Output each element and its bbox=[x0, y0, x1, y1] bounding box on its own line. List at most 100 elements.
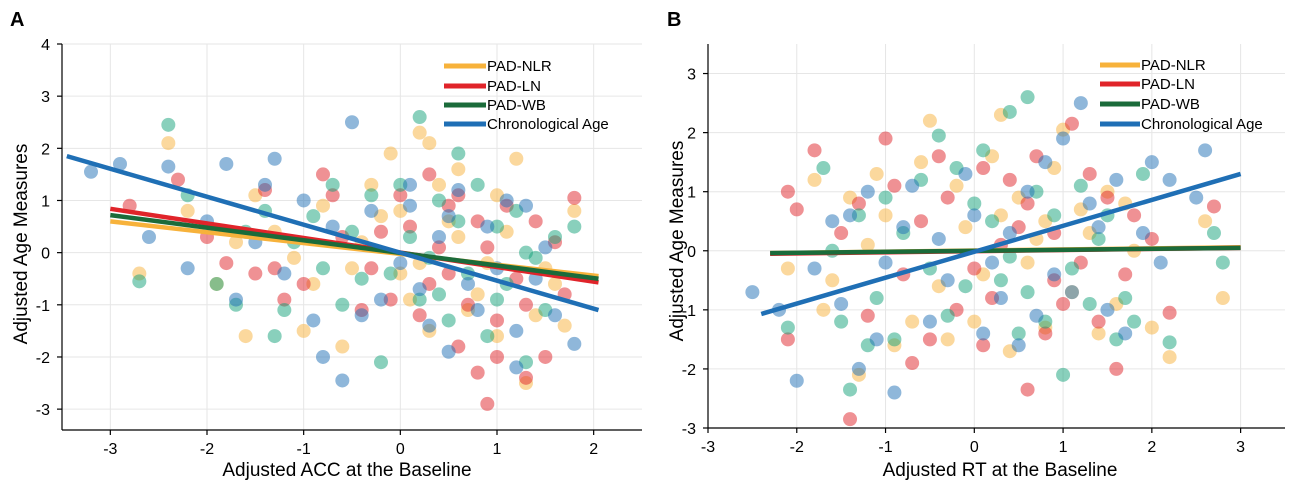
panel-b-point-chronological-age-28 bbox=[834, 296, 849, 311]
panel-b-point-pad-nlr-17 bbox=[1198, 214, 1213, 229]
panel-a-point-pad-ln-30 bbox=[403, 219, 417, 234]
panel-a-point-chronological-age-17 bbox=[461, 276, 475, 291]
panel-a: A -3 -2 -1 0 1 2 -3 -2 -1 0 1 2 3 4 Adjusted ACC at t… bbox=[10, 9, 642, 481]
panel-b-point-pad-ln-24 bbox=[1002, 172, 1017, 187]
panel-a-point-pad-wb-6 bbox=[412, 110, 427, 125]
panel-b-fit-line-chronological-age bbox=[760, 171, 1242, 317]
panel-a-legend: PAD-NLR PAD-LN PAD-WB Chronological Age bbox=[444, 58, 609, 133]
panel-b-point-pad-wb-24 bbox=[1011, 326, 1026, 341]
panel-b-y-tick-label-6: 3 bbox=[687, 67, 696, 84]
panel-a-point-pad-nlr-2 bbox=[238, 329, 253, 344]
panel-a-point-chronological-age-14 bbox=[364, 203, 379, 218]
panel-b-point-pad-wb-23 bbox=[958, 279, 973, 294]
panel-a-point-chronological-age-1 bbox=[113, 156, 127, 171]
panel-b-point-pad-ln-35 bbox=[976, 338, 991, 353]
panel-a-point-chronological-age-34 bbox=[258, 177, 272, 192]
panel-a-point-pad-nlr-15 bbox=[432, 177, 446, 192]
panel-b-point-pad-ln-34 bbox=[851, 196, 866, 211]
panel-a-legend-label-nlr: PAD-NLR bbox=[487, 58, 552, 75]
panel-b-point-pad-ln-12 bbox=[780, 332, 795, 347]
panel-b-point-pad-ln-10 bbox=[1162, 305, 1177, 320]
panel-a-point-pad-wb-12 bbox=[306, 209, 321, 224]
panel-b-point-pad-nlr-8 bbox=[825, 273, 840, 288]
panel-b-point-pad-wb-38 bbox=[887, 332, 902, 347]
panel-a-point-chronological-age-24 bbox=[412, 282, 427, 297]
panel-a-point-chronological-age-4 bbox=[345, 115, 359, 130]
panel-b-point-pad-nlr-31 bbox=[1091, 326, 1106, 341]
panel-a-point-chronological-age-8 bbox=[441, 344, 456, 359]
panel-a-point-pad-ln-23 bbox=[432, 240, 446, 255]
panel-a-point-pad-nlr-10 bbox=[180, 203, 195, 218]
panel-b-point-pad-ln-41 bbox=[931, 149, 946, 164]
panel-b-point-pad-ln-38 bbox=[905, 356, 920, 371]
panel-a-y-tick-label-3: 0 bbox=[41, 246, 50, 263]
panel-a-point-pad-wb-26 bbox=[316, 261, 330, 276]
panel-b-point-pad-ln-4 bbox=[878, 131, 893, 146]
panel-a-point-pad-nlr-41 bbox=[490, 329, 504, 344]
panel-a-point-pad-ln-33 bbox=[490, 313, 504, 328]
panel-b-fit-lines bbox=[760, 171, 1242, 317]
panel-b: B -3 -2 -1 0 1 2 3 -3 -2 -1 0 1 2 3 Adjusted RT at th… bbox=[667, 9, 1285, 481]
panel-b-point-chronological-age-25 bbox=[1047, 267, 1062, 282]
panel-b-point-chronological-age-33 bbox=[1064, 285, 1079, 300]
panel-a-point-pad-ln-31 bbox=[325, 188, 340, 203]
panel-a-point-chronological-age-30 bbox=[393, 256, 408, 271]
panel-b-y-tick-label-1: -2 bbox=[682, 362, 696, 379]
panel-b-point-pad-wb-11 bbox=[1215, 255, 1230, 270]
panel-b-x-tick-label-4: 1 bbox=[1059, 439, 1068, 456]
panel-a-point-chronological-age-3 bbox=[219, 156, 234, 171]
panel-b-point-pad-wb-21 bbox=[1135, 166, 1150, 181]
panel-a-point-chronological-age-35 bbox=[374, 292, 388, 307]
panel-b-point-chronological-age-2 bbox=[789, 373, 804, 388]
panel-a-axes bbox=[57, 43, 642, 435]
panel-a-point-pad-wb-40 bbox=[519, 245, 533, 260]
panel-b-y-tick-label-4: 1 bbox=[687, 185, 696, 202]
panel-b-point-chronological-age-22 bbox=[967, 208, 982, 223]
panel-b-point-pad-wb-35 bbox=[1002, 249, 1017, 264]
panel-a-point-pad-ln-8 bbox=[470, 365, 485, 380]
panel-a-point-pad-ln-32 bbox=[422, 167, 437, 182]
panel-a-point-pad-nlr-30 bbox=[470, 287, 485, 302]
panel-b-y-tick-label-2: -1 bbox=[682, 303, 696, 320]
panel-b-point-pad-nlr-10 bbox=[905, 314, 920, 329]
panel-b-point-pad-nlr-37 bbox=[1144, 320, 1159, 335]
panel-a-y-tick-label-5: 2 bbox=[41, 141, 50, 158]
panel-b-point-pad-nlr-33 bbox=[967, 314, 982, 329]
panel-b-point-pad-wb-10 bbox=[1206, 226, 1221, 241]
panel-b-point-pad-ln-1 bbox=[789, 202, 804, 217]
panel-b-point-chronological-age-32 bbox=[1038, 155, 1053, 170]
panel-b-point-chronological-age-9 bbox=[1056, 131, 1071, 146]
panel-a-y-tick-label-7: 4 bbox=[41, 37, 50, 54]
panel-a-point-pad-nlr-3 bbox=[296, 323, 311, 338]
panel-b-point-chronological-age-7 bbox=[976, 326, 991, 341]
panel-a-point-pad-wb-28 bbox=[441, 313, 456, 328]
panel-a-x-tick-label-0: -3 bbox=[103, 441, 117, 458]
panel-a-point-chronological-age-22 bbox=[277, 266, 292, 281]
panel-b-point-pad-ln-23 bbox=[967, 261, 982, 276]
panel-a-point-pad-ln-10 bbox=[519, 370, 533, 385]
panel-a-point-chronological-age-15 bbox=[403, 177, 417, 192]
panel-b-point-chronological-age-10 bbox=[1073, 96, 1088, 111]
panel-a-point-chronological-age-25 bbox=[451, 183, 466, 198]
panel-b-legend: PAD-NLR PAD-LN PAD-WB Chronological Age bbox=[1100, 57, 1263, 133]
panel-a-point-pad-nlr-23 bbox=[335, 339, 350, 354]
panel-a-point-pad-ln-22 bbox=[296, 276, 311, 291]
panel-a-point-pad-wb-7 bbox=[451, 146, 466, 161]
panel-b-point-chronological-age-6 bbox=[887, 385, 902, 400]
panel-a-point-chronological-age-5 bbox=[267, 151, 282, 166]
panel-b-point-pad-wb-19 bbox=[1064, 261, 1079, 276]
panel-b-point-chronological-age-5 bbox=[869, 332, 884, 347]
panel-a-point-pad-wb-32 bbox=[548, 230, 562, 244]
panel-b-point-chronological-age-12 bbox=[1144, 155, 1159, 170]
panel-b-point-pad-wb-26 bbox=[1082, 296, 1097, 311]
panel-a-point-chronological-age-9 bbox=[509, 360, 524, 375]
panel-b-point-chronological-age-38 bbox=[1091, 220, 1106, 235]
panel-b-point-pad-wb-32 bbox=[1073, 178, 1088, 193]
panel-a-fit-line-pad-wb bbox=[110, 212, 599, 281]
panel-b-point-chronological-age-29 bbox=[922, 314, 937, 329]
panel-a-point-pad-nlr-31 bbox=[287, 250, 301, 265]
panel-a-point-chronological-age-6 bbox=[335, 373, 350, 388]
panel-b-point-pad-ln-0 bbox=[780, 184, 795, 199]
panel-b-x-tick-label-3: 0 bbox=[970, 439, 979, 456]
panel-a-point-pad-wb-9 bbox=[567, 219, 582, 234]
